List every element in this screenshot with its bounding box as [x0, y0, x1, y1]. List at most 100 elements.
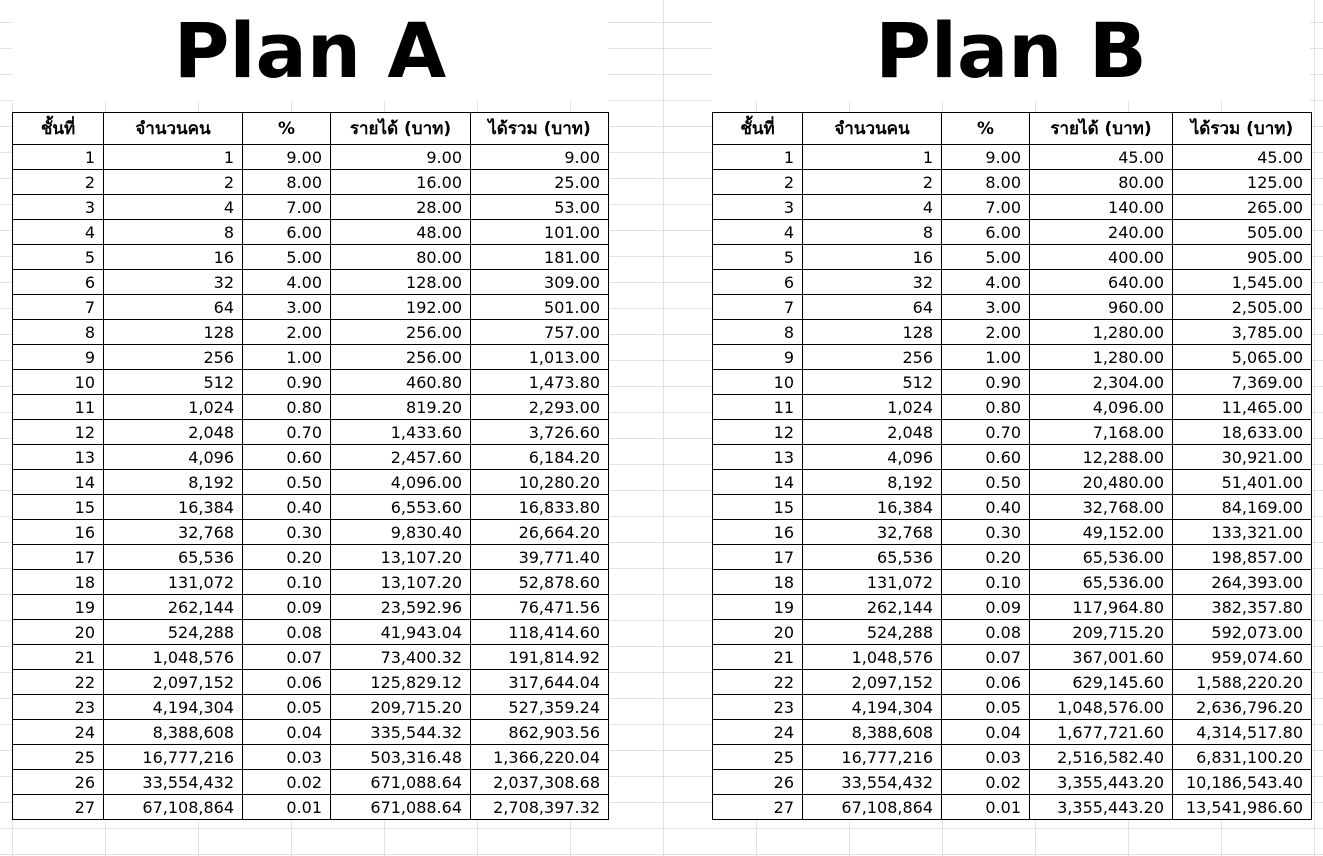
income-cell[interactable]: 1,280.00: [1029, 344, 1173, 370]
total-cell[interactable]: 1,013.00: [470, 344, 609, 370]
total-cell[interactable]: 527,359.24: [470, 694, 609, 720]
people-cell[interactable]: 8,192: [103, 469, 243, 495]
total-cell[interactable]: 501.00: [470, 294, 609, 320]
percent-cell[interactable]: 0.90: [941, 369, 1030, 395]
level-cell[interactable]: 3: [12, 194, 104, 220]
total-cell[interactable]: 118,414.60: [470, 619, 609, 645]
income-cell[interactable]: 256.00: [330, 319, 471, 345]
people-cell[interactable]: 262,144: [802, 594, 942, 620]
percent-cell[interactable]: 0.03: [941, 744, 1030, 770]
level-cell[interactable]: 26: [12, 769, 104, 795]
level-cell[interactable]: 19: [12, 594, 104, 620]
total-cell[interactable]: 2,293.00: [470, 394, 609, 420]
income-cell[interactable]: 32,768.00: [1029, 494, 1173, 520]
total-cell[interactable]: 1,545.00: [1172, 269, 1312, 295]
income-cell[interactable]: 80.00: [330, 244, 471, 270]
level-cell[interactable]: 3: [712, 194, 803, 220]
level-cell[interactable]: 19: [712, 594, 803, 620]
income-cell[interactable]: 3,355,443.20: [1029, 794, 1173, 820]
total-cell[interactable]: 51,401.00: [1172, 469, 1312, 495]
total-cell[interactable]: 3,726.60: [470, 419, 609, 445]
total-cell[interactable]: 505.00: [1172, 219, 1312, 245]
total-cell[interactable]: 905.00: [1172, 244, 1312, 270]
level-cell[interactable]: 23: [712, 694, 803, 720]
level-cell[interactable]: 7: [12, 294, 104, 320]
people-cell[interactable]: 32,768: [103, 519, 243, 545]
level-cell[interactable]: 17: [12, 544, 104, 570]
people-cell[interactable]: 4: [802, 194, 942, 220]
level-cell[interactable]: 14: [12, 469, 104, 495]
percent-cell[interactable]: 0.01: [242, 794, 331, 820]
percent-cell[interactable]: 5.00: [941, 244, 1030, 270]
total-cell[interactable]: 10,280.20: [470, 469, 609, 495]
percent-cell[interactable]: 7.00: [941, 194, 1030, 220]
percent-cell[interactable]: 0.80: [941, 394, 1030, 420]
total-cell[interactable]: 4,314,517.80: [1172, 719, 1312, 745]
people-cell[interactable]: 8,388,608: [103, 719, 243, 745]
level-cell[interactable]: 6: [12, 269, 104, 295]
percent-cell[interactable]: 8.00: [941, 169, 1030, 195]
percent-cell[interactable]: 0.40: [242, 494, 331, 520]
percent-cell[interactable]: 0.20: [242, 544, 331, 570]
level-cell[interactable]: 16: [712, 519, 803, 545]
level-cell[interactable]: 13: [12, 444, 104, 470]
income-cell[interactable]: 20,480.00: [1029, 469, 1173, 495]
people-cell[interactable]: 8,388,608: [802, 719, 942, 745]
level-cell[interactable]: 11: [12, 394, 104, 420]
percent-cell[interactable]: 5.00: [242, 244, 331, 270]
people-cell[interactable]: 1: [103, 144, 243, 170]
percent-cell[interactable]: 1.00: [941, 344, 1030, 370]
people-cell[interactable]: 524,288: [802, 619, 942, 645]
level-cell[interactable]: 26: [712, 769, 803, 795]
income-cell[interactable]: 640.00: [1029, 269, 1173, 295]
percent-cell[interactable]: 0.60: [941, 444, 1030, 470]
percent-cell[interactable]: 9.00: [941, 144, 1030, 170]
people-cell[interactable]: 64: [802, 294, 942, 320]
income-cell[interactable]: 2,304.00: [1029, 369, 1173, 395]
percent-cell[interactable]: 3.00: [242, 294, 331, 320]
level-cell[interactable]: 20: [12, 619, 104, 645]
people-cell[interactable]: 262,144: [103, 594, 243, 620]
people-cell[interactable]: 16,384: [103, 494, 243, 520]
percent-cell[interactable]: 0.02: [941, 769, 1030, 795]
income-cell[interactable]: 400.00: [1029, 244, 1173, 270]
income-cell[interactable]: 3,355,443.20: [1029, 769, 1173, 795]
income-cell[interactable]: 12,288.00: [1029, 444, 1173, 470]
total-cell[interactable]: 2,037,308.68: [470, 769, 609, 795]
percent-cell[interactable]: 0.02: [242, 769, 331, 795]
people-cell[interactable]: 256: [802, 344, 942, 370]
people-cell[interactable]: 131,072: [802, 569, 942, 595]
income-cell[interactable]: 80.00: [1029, 169, 1173, 195]
people-cell[interactable]: 16,777,216: [802, 744, 942, 770]
percent-cell[interactable]: 8.00: [242, 169, 331, 195]
income-cell[interactable]: 460.80: [330, 369, 471, 395]
income-cell[interactable]: 7,168.00: [1029, 419, 1173, 445]
total-cell[interactable]: 191,814.92: [470, 644, 609, 670]
income-cell[interactable]: 209,715.20: [1029, 619, 1173, 645]
percent-cell[interactable]: 0.04: [941, 719, 1030, 745]
total-cell[interactable]: 265.00: [1172, 194, 1312, 220]
income-cell[interactable]: 1,280.00: [1029, 319, 1173, 345]
people-cell[interactable]: 2,048: [802, 419, 942, 445]
level-cell[interactable]: 6: [712, 269, 803, 295]
percent-cell[interactable]: 0.40: [941, 494, 1030, 520]
level-cell[interactable]: 22: [712, 669, 803, 695]
people-cell[interactable]: 4,194,304: [802, 694, 942, 720]
percent-cell[interactable]: 0.70: [242, 419, 331, 445]
income-cell[interactable]: 49,152.00: [1029, 519, 1173, 545]
percent-cell[interactable]: 0.60: [242, 444, 331, 470]
level-cell[interactable]: 21: [712, 644, 803, 670]
income-cell[interactable]: 16.00: [330, 169, 471, 195]
percent-cell[interactable]: 0.70: [941, 419, 1030, 445]
percent-cell[interactable]: 0.20: [941, 544, 1030, 570]
income-cell[interactable]: 256.00: [330, 344, 471, 370]
income-cell[interactable]: 367,001.60: [1029, 644, 1173, 670]
income-cell[interactable]: 335,544.32: [330, 719, 471, 745]
percent-cell[interactable]: 0.07: [242, 644, 331, 670]
percent-cell[interactable]: 0.08: [941, 619, 1030, 645]
people-cell[interactable]: 1,048,576: [103, 644, 243, 670]
header-cell-people[interactable]: จำนวนคน: [103, 112, 243, 145]
people-cell[interactable]: 1,024: [802, 394, 942, 420]
level-cell[interactable]: 1: [712, 144, 803, 170]
income-cell[interactable]: 128.00: [330, 269, 471, 295]
